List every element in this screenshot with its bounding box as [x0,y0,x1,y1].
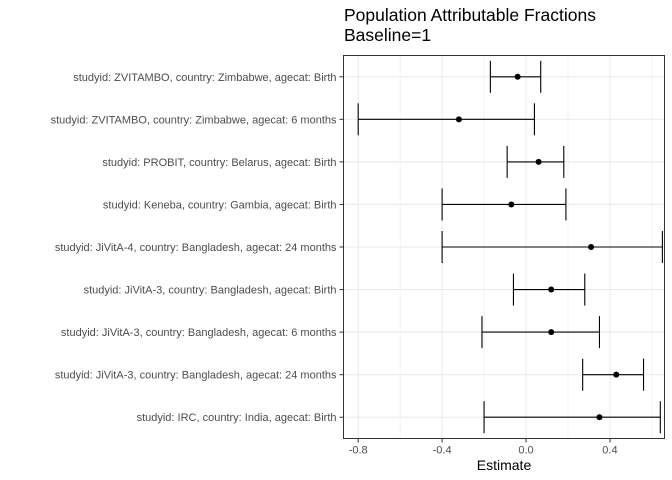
estimate-point [455,116,462,123]
x-tick-label: 0.0 [518,445,533,457]
estimate-point [535,158,542,165]
estimate-point [548,329,555,336]
x-axis-label: Estimate [477,457,532,473]
x-tick-label: -0.4 [433,445,452,457]
x-tick-label: 0.4 [602,445,617,457]
tick-layer: studyid: ZVITAMBO, country: Zimbabwe, ag… [51,72,618,457]
y-tick-label: studyid: ZVITAMBO, country: Zimbabwe, ag… [73,72,336,84]
y-tick-label: studyid: JiVitA-3, country: Bangladesh, … [61,327,337,339]
estimate-row [582,358,645,391]
chart-title: Population Attributable Fractions [344,5,596,25]
estimate-row [357,103,535,136]
y-tick-label: studyid: PROBIT, country: Belarus, ageca… [102,157,336,169]
y-tick-label: studyid: JiVitA-3, country: Bangladesh, … [84,285,337,297]
estimate-row [483,401,661,434]
y-tick-label: studyid: JiVitA-4, country: Bangladesh, … [55,242,337,254]
marks-layer [357,60,663,434]
estimate-point [588,244,595,250]
estimate-row [489,60,542,93]
y-tick-label: studyid: ZVITAMBO, country: Zimbabwe, ag… [51,114,337,126]
estimate-point [508,201,515,208]
estimate-point [596,414,603,421]
estimate-row [512,273,586,306]
chart-subtitle: Baseline=1 [344,25,431,45]
estimate-row [506,145,565,178]
y-tick-label: studyid: JiVitA-3, country: Bangladesh, … [55,370,337,382]
estimate-point [514,73,521,80]
x-tick-label: -0.8 [349,445,368,457]
estimate-row [441,188,567,221]
estimate-point [613,371,620,378]
estimate-row [481,316,601,349]
y-tick-label: studyid: Keneba, country: Gambia, agecat… [103,199,337,211]
estimate-row [441,231,663,263]
y-tick-label: studyid: IRC, country: India, agecat: Bi… [137,412,337,424]
estimate-point [548,286,555,293]
